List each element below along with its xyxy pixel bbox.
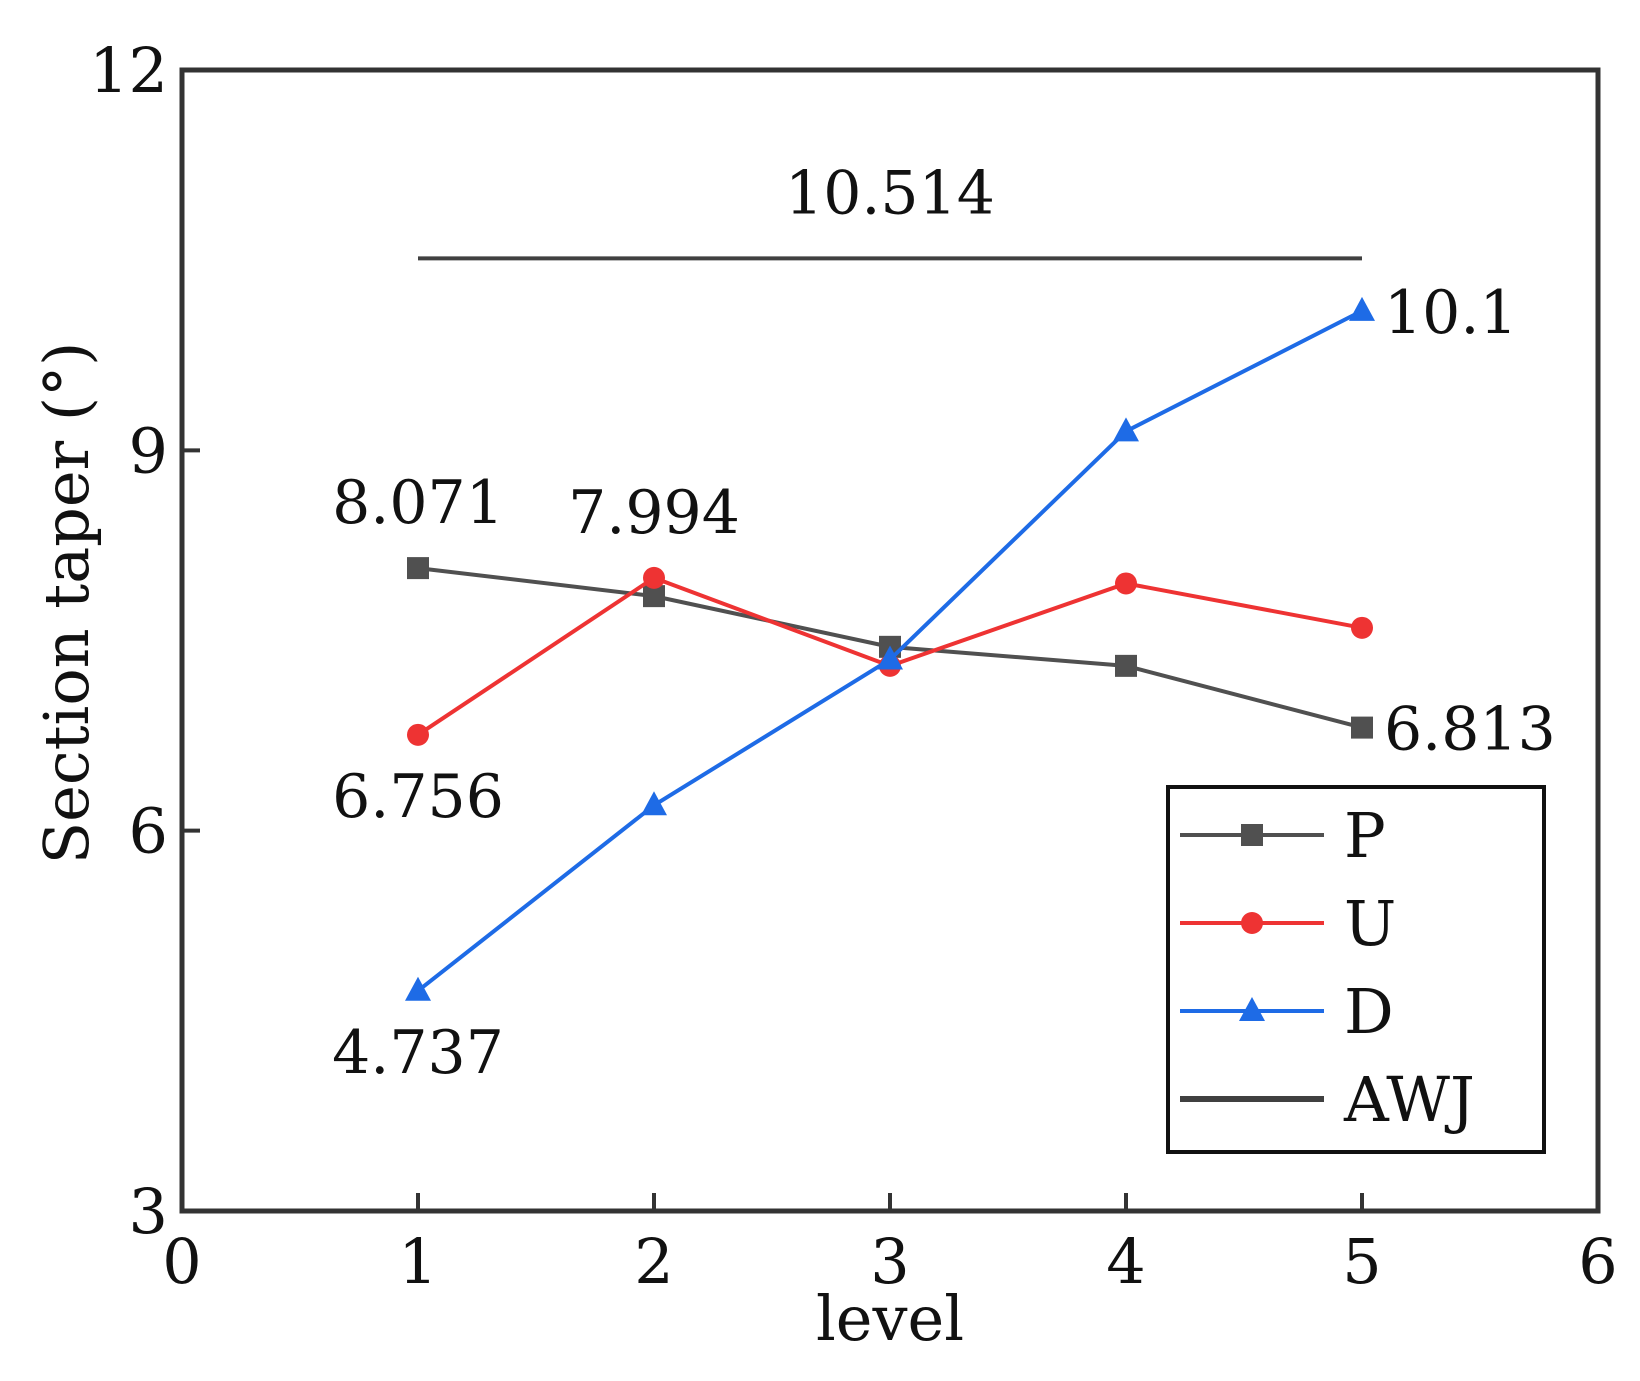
- legend-p-label: P: [1344, 799, 1386, 872]
- x-tick-label: 3: [870, 1225, 909, 1298]
- y-tick-label: 9: [129, 414, 168, 487]
- series-d-point: [1113, 417, 1139, 442]
- legend-u-marker: [1241, 912, 1263, 934]
- series-p-point: [1115, 654, 1137, 677]
- legend-d-marker: [1239, 997, 1265, 1021]
- x-tick-label: 0: [162, 1225, 201, 1298]
- data-label: 8.071: [332, 468, 504, 538]
- x-axis-label: level: [816, 1282, 964, 1355]
- series-p-point: [643, 585, 665, 608]
- x-tick-label: 2: [634, 1225, 673, 1298]
- y-tick-label: 6: [129, 795, 168, 868]
- series-p-point: [1351, 716, 1373, 739]
- data-label: 4.737: [332, 1018, 504, 1088]
- x-tick-label: 5: [1342, 1225, 1381, 1298]
- series-u-point: [643, 566, 665, 589]
- y-tick-label: 12: [89, 34, 168, 107]
- legend-u-label: U: [1344, 887, 1396, 960]
- series-u-point: [1115, 572, 1137, 595]
- y-axis-label: Section taper (°): [30, 342, 103, 865]
- series-d-point: [641, 791, 667, 816]
- x-tick-label: 4: [1106, 1225, 1145, 1298]
- legend-p-marker: [1241, 824, 1263, 846]
- series-p-point: [407, 557, 429, 580]
- series-d-point: [1349, 296, 1375, 321]
- series-u-point: [407, 723, 429, 746]
- data-label: 6.813: [1384, 695, 1556, 765]
- y-tick-label: 3: [129, 1175, 168, 1248]
- legend-awj-label: AWJ: [1343, 1063, 1475, 1136]
- data-label: 7.994: [568, 478, 740, 548]
- series-d-point: [405, 976, 431, 1001]
- legend-d-label: D: [1344, 975, 1394, 1048]
- data-label: 6.756: [332, 762, 504, 832]
- data-label: 10.514: [785, 158, 995, 228]
- x-tick-label: 6: [1578, 1225, 1617, 1298]
- series-u-point: [1351, 616, 1373, 639]
- legend-box: [1166, 785, 1546, 1154]
- data-label: 10.1: [1384, 278, 1518, 348]
- series-d-point: [877, 645, 903, 670]
- x-tick-label: 1: [398, 1225, 437, 1298]
